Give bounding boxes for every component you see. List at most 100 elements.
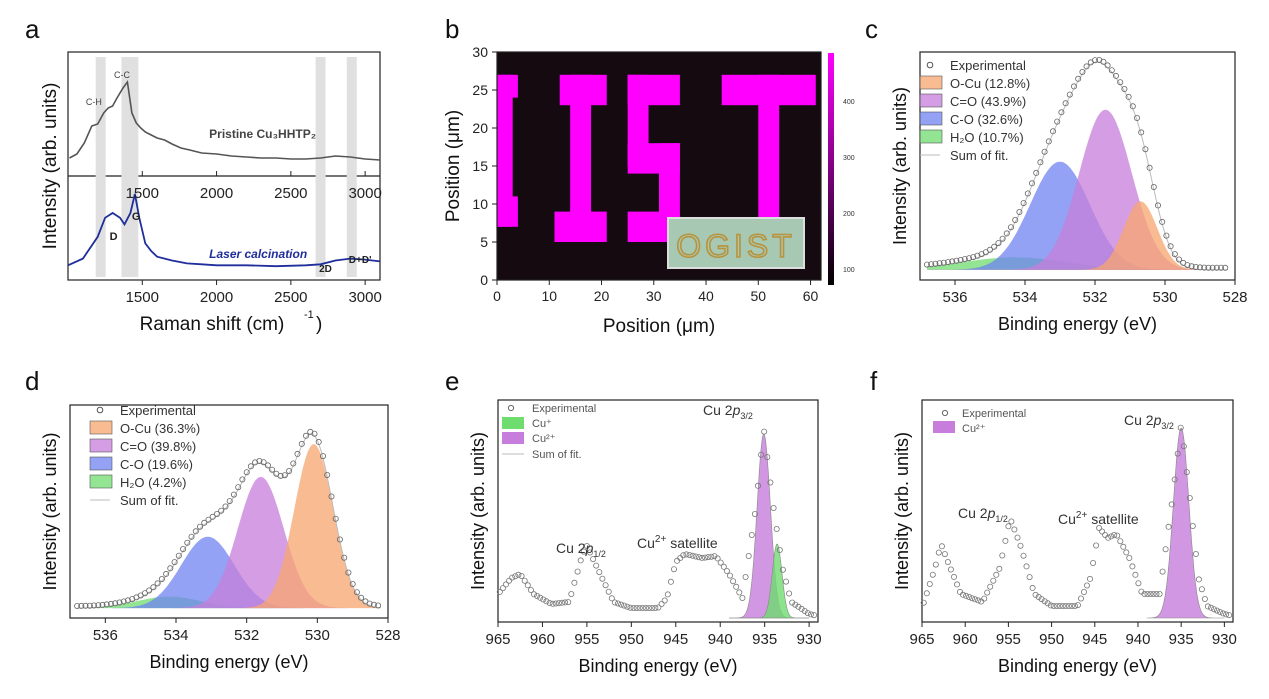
panel-d-experimental-point — [235, 484, 242, 491]
annotation-2d: 2D — [319, 264, 332, 275]
panel-a-top-x-tick-label: 2500 — [274, 185, 307, 202]
panel-d-experimental-point — [116, 599, 123, 606]
panel-c-experimental-point — [1129, 103, 1136, 110]
panel-f-experimental-point — [1111, 532, 1118, 539]
panel-letter-b: b — [445, 14, 459, 44]
panel-e-experimental-point — [512, 573, 519, 580]
panel-e-y-axis-label: Intensity (arb. units) — [468, 432, 488, 590]
panel-c-experimental-point — [961, 256, 968, 263]
panel-d-experimental-point — [154, 580, 161, 587]
panel-f-experimental-point — [1144, 591, 1151, 598]
panel-e-experimental-point — [559, 599, 566, 606]
panel-f-experimental-point — [941, 551, 948, 558]
raman-band — [95, 57, 106, 277]
panel-e-experimental-point — [571, 579, 578, 586]
panel-f-experimental-point — [957, 588, 964, 595]
panel-d-experimental-point — [353, 589, 360, 596]
panel-c-legend-label: C=O (43.9%) — [950, 94, 1026, 109]
panel-letter-f: f — [870, 366, 878, 396]
panel-c-experimental-point — [1171, 251, 1178, 258]
colorbar — [828, 53, 834, 285]
panel-d-experimental-point — [112, 600, 119, 607]
panel-e-x-tick-label: 930 — [797, 631, 822, 648]
panel-d-experimental-point — [370, 601, 377, 608]
panel-d-experimental-point — [146, 587, 153, 594]
panel-c-experimental-point — [1029, 180, 1036, 187]
panel-f-experimental-point — [1132, 571, 1139, 578]
panel-d-y-axis-label: Intensity (arb. units) — [40, 432, 60, 590]
panel-c-experimental-point — [1192, 263, 1199, 270]
panel-d-legend-label: C-O (19.6%) — [120, 457, 193, 472]
panel-d-experimental-point — [311, 430, 318, 437]
panel-f-experimental-point — [1168, 501, 1175, 508]
heatmap-letter-stroke — [659, 143, 680, 235]
panel-e-experimental-point — [786, 590, 793, 597]
panel-f-x-axis-label: Binding energy (eV) — [998, 656, 1157, 676]
panel-c-experimental-point — [1062, 100, 1069, 107]
panel-c-experimental-point — [1113, 72, 1120, 79]
panel-e-experimental-point — [755, 482, 762, 489]
panel-c-peak-o-cu — [927, 201, 1228, 270]
panel-b-x-tick-label: 50 — [751, 288, 767, 304]
panel-c-experimental-point — [1066, 91, 1073, 98]
panel-d-experimental-point — [243, 469, 250, 476]
panel-e-x-tick-label: 945 — [663, 631, 688, 648]
panel-f-experimental-point — [1223, 611, 1230, 618]
panel-d-x-tick-label: 534 — [163, 627, 188, 644]
panel-f-annotation-cu2p12: Cu 2p1/2 — [958, 505, 1008, 524]
panel-c-experimental-point — [1071, 83, 1078, 90]
panel-c-experimental-point — [1083, 63, 1090, 70]
panel-e-experimental-point — [565, 599, 572, 606]
panel-d-legend-symbol — [89, 474, 113, 489]
panel-f-experimental-point — [923, 590, 930, 597]
annotation-g: G — [132, 211, 141, 223]
panel-f-experimental-point — [1120, 543, 1127, 550]
panel-f-experimental-point — [1195, 576, 1202, 583]
panel-d-experimental-point — [175, 552, 182, 559]
series-label-laser: Laser calcination — [209, 247, 307, 261]
panel-f-experimental-point — [1059, 603, 1066, 610]
panel-e-experimental-point — [798, 605, 805, 612]
panel-b-x-tick-label: 20 — [594, 288, 610, 304]
panel-d-experimental-point — [141, 590, 148, 597]
x-axis-label-close: ) — [316, 314, 322, 335]
panel-c-experimental-point — [1155, 202, 1162, 209]
panel-c-legend-symbol — [919, 93, 943, 108]
panel-e-experimental-point — [527, 587, 534, 594]
panel-e-experimental-point — [779, 566, 786, 573]
panel-f-experimental-point — [1029, 584, 1036, 591]
panel-e-experimental-point — [692, 553, 699, 560]
panel-b-y-axis-label: Position (μm) — [443, 110, 464, 222]
panel-c-experimental-point — [932, 260, 939, 267]
panel-f-experimental-point — [1053, 603, 1060, 610]
panel-c-experimental-point — [949, 258, 956, 265]
colorbar-tick-label: 100 — [843, 267, 855, 274]
panel-e-experimental-point — [783, 578, 790, 585]
panel-f-legend-label: Cu²⁺ — [962, 423, 986, 435]
annotation-text: satellite — [666, 535, 718, 551]
panel-e-experimental-point — [655, 604, 662, 611]
panel-e-experimental-point — [499, 585, 506, 592]
panel-d-experimental-point — [188, 533, 195, 540]
panel-e-experimental-point — [748, 532, 755, 539]
panel-c-legend-symbol — [919, 111, 943, 126]
panel-f-experimental-point — [1011, 526, 1018, 533]
panel-f-experimental-point — [1105, 534, 1112, 541]
panel-e-x-tick-label: 965 — [485, 631, 510, 648]
panel-c-x-tick-label: 536 — [942, 289, 967, 306]
panel-f-experimental-point — [1096, 525, 1103, 532]
panel-e-experimental-point — [767, 479, 774, 486]
panel-e-annotation-cu2p12: Cu 2p1/2 — [556, 540, 606, 559]
panel-d-legend-symbol — [96, 406, 104, 414]
panel-d-experimental-point — [163, 570, 170, 577]
panel-d-legend-label: O-Cu (36.3%) — [120, 421, 200, 436]
panel-f-experimental-point — [1153, 591, 1160, 598]
heatmap-letter-stroke — [570, 74, 592, 242]
panel-c-experimental-point — [1205, 264, 1212, 271]
panel-f-experimental-point — [1005, 523, 1012, 530]
panel-f-experimental-point — [935, 549, 942, 556]
inset-photo-text: OGIST — [676, 228, 796, 264]
panel-f-experimental-point — [1129, 563, 1136, 570]
panel-e-experimental-point — [624, 603, 631, 610]
panel-e-experimental-point — [789, 599, 796, 606]
